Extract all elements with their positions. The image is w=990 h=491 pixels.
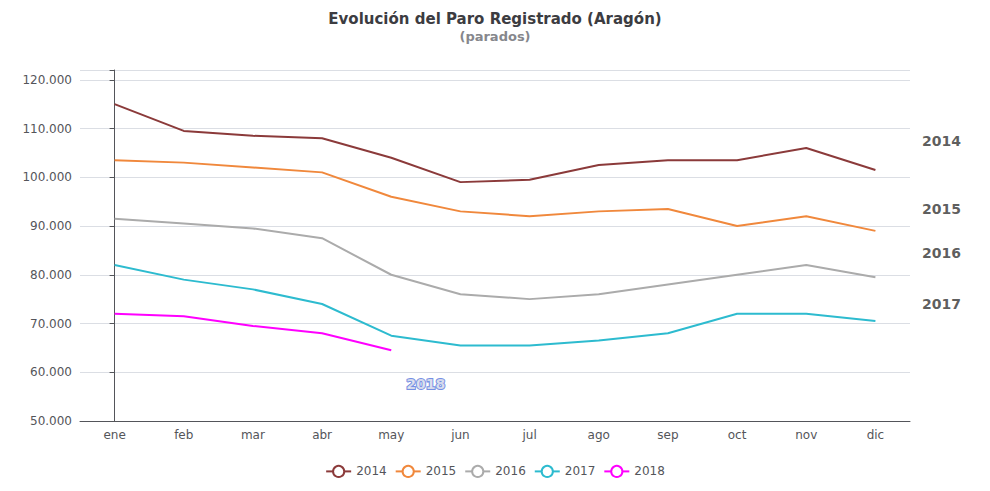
svg-text:jul: jul <box>521 428 536 442</box>
svg-text:abr: abr <box>312 428 332 442</box>
svg-text:2017: 2017 <box>922 296 961 312</box>
svg-text:2016: 2016 <box>495 464 526 478</box>
svg-text:2017: 2017 <box>565 464 596 478</box>
svg-text:90.000: 90.000 <box>30 219 72 233</box>
svg-text:2018: 2018 <box>634 464 665 478</box>
svg-text:sep: sep <box>657 428 678 442</box>
svg-text:2018: 2018 <box>406 376 445 392</box>
svg-text:jun: jun <box>450 428 470 442</box>
svg-text:feb: feb <box>174 428 193 442</box>
svg-text:2015: 2015 <box>426 464 457 478</box>
svg-text:110.000: 110.000 <box>22 122 72 136</box>
svg-text:nov: nov <box>795 428 817 442</box>
svg-text:70.000: 70.000 <box>30 317 72 331</box>
svg-text:dic: dic <box>867 428 885 442</box>
svg-text:2014: 2014 <box>356 464 387 478</box>
svg-text:2015: 2015 <box>922 201 961 217</box>
svg-text:100.000: 100.000 <box>22 170 72 184</box>
svg-text:oct: oct <box>728 428 747 442</box>
svg-text:ago: ago <box>588 428 610 442</box>
svg-text:50.000: 50.000 <box>30 414 72 428</box>
svg-text:2016: 2016 <box>922 245 961 261</box>
svg-text:80.000: 80.000 <box>30 268 72 282</box>
svg-text:2014: 2014 <box>922 133 961 149</box>
svg-text:120.000: 120.000 <box>22 73 72 87</box>
svg-text:(parados): (parados) <box>459 29 530 44</box>
svg-text:60.000: 60.000 <box>30 365 72 379</box>
svg-text:ene: ene <box>103 428 125 442</box>
svg-text:mar: mar <box>241 428 265 442</box>
svg-text:may: may <box>378 428 404 442</box>
svg-text:Evolución del Paro Registrado: Evolución del Paro Registrado (Aragón) <box>328 10 661 28</box>
